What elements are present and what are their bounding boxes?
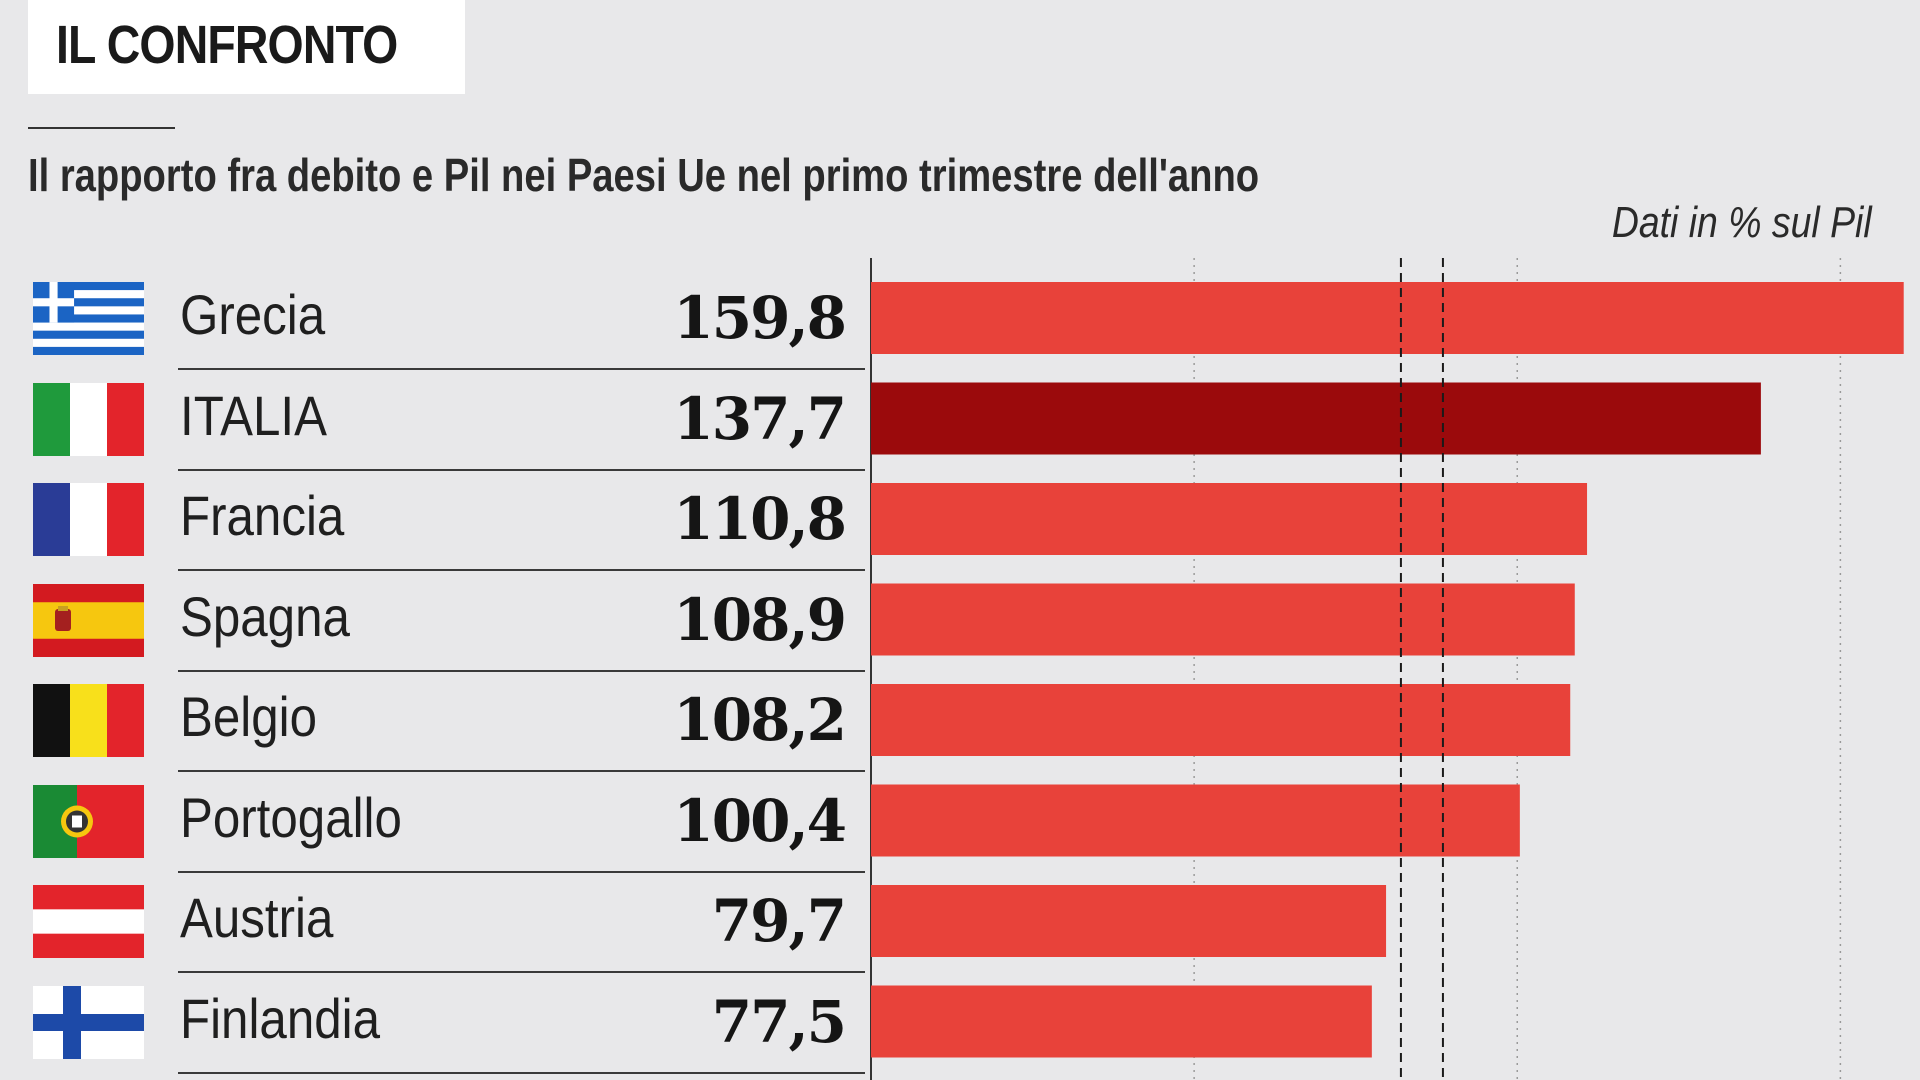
bar-finlandia <box>871 986 1372 1058</box>
bar-grecia <box>871 282 1904 354</box>
bar-portogallo <box>871 785 1520 857</box>
bar-austria <box>871 885 1386 957</box>
bar-francia <box>871 483 1587 555</box>
bar-spagna <box>871 584 1575 656</box>
bar-belgio <box>871 684 1570 756</box>
bar-italia <box>871 383 1761 455</box>
